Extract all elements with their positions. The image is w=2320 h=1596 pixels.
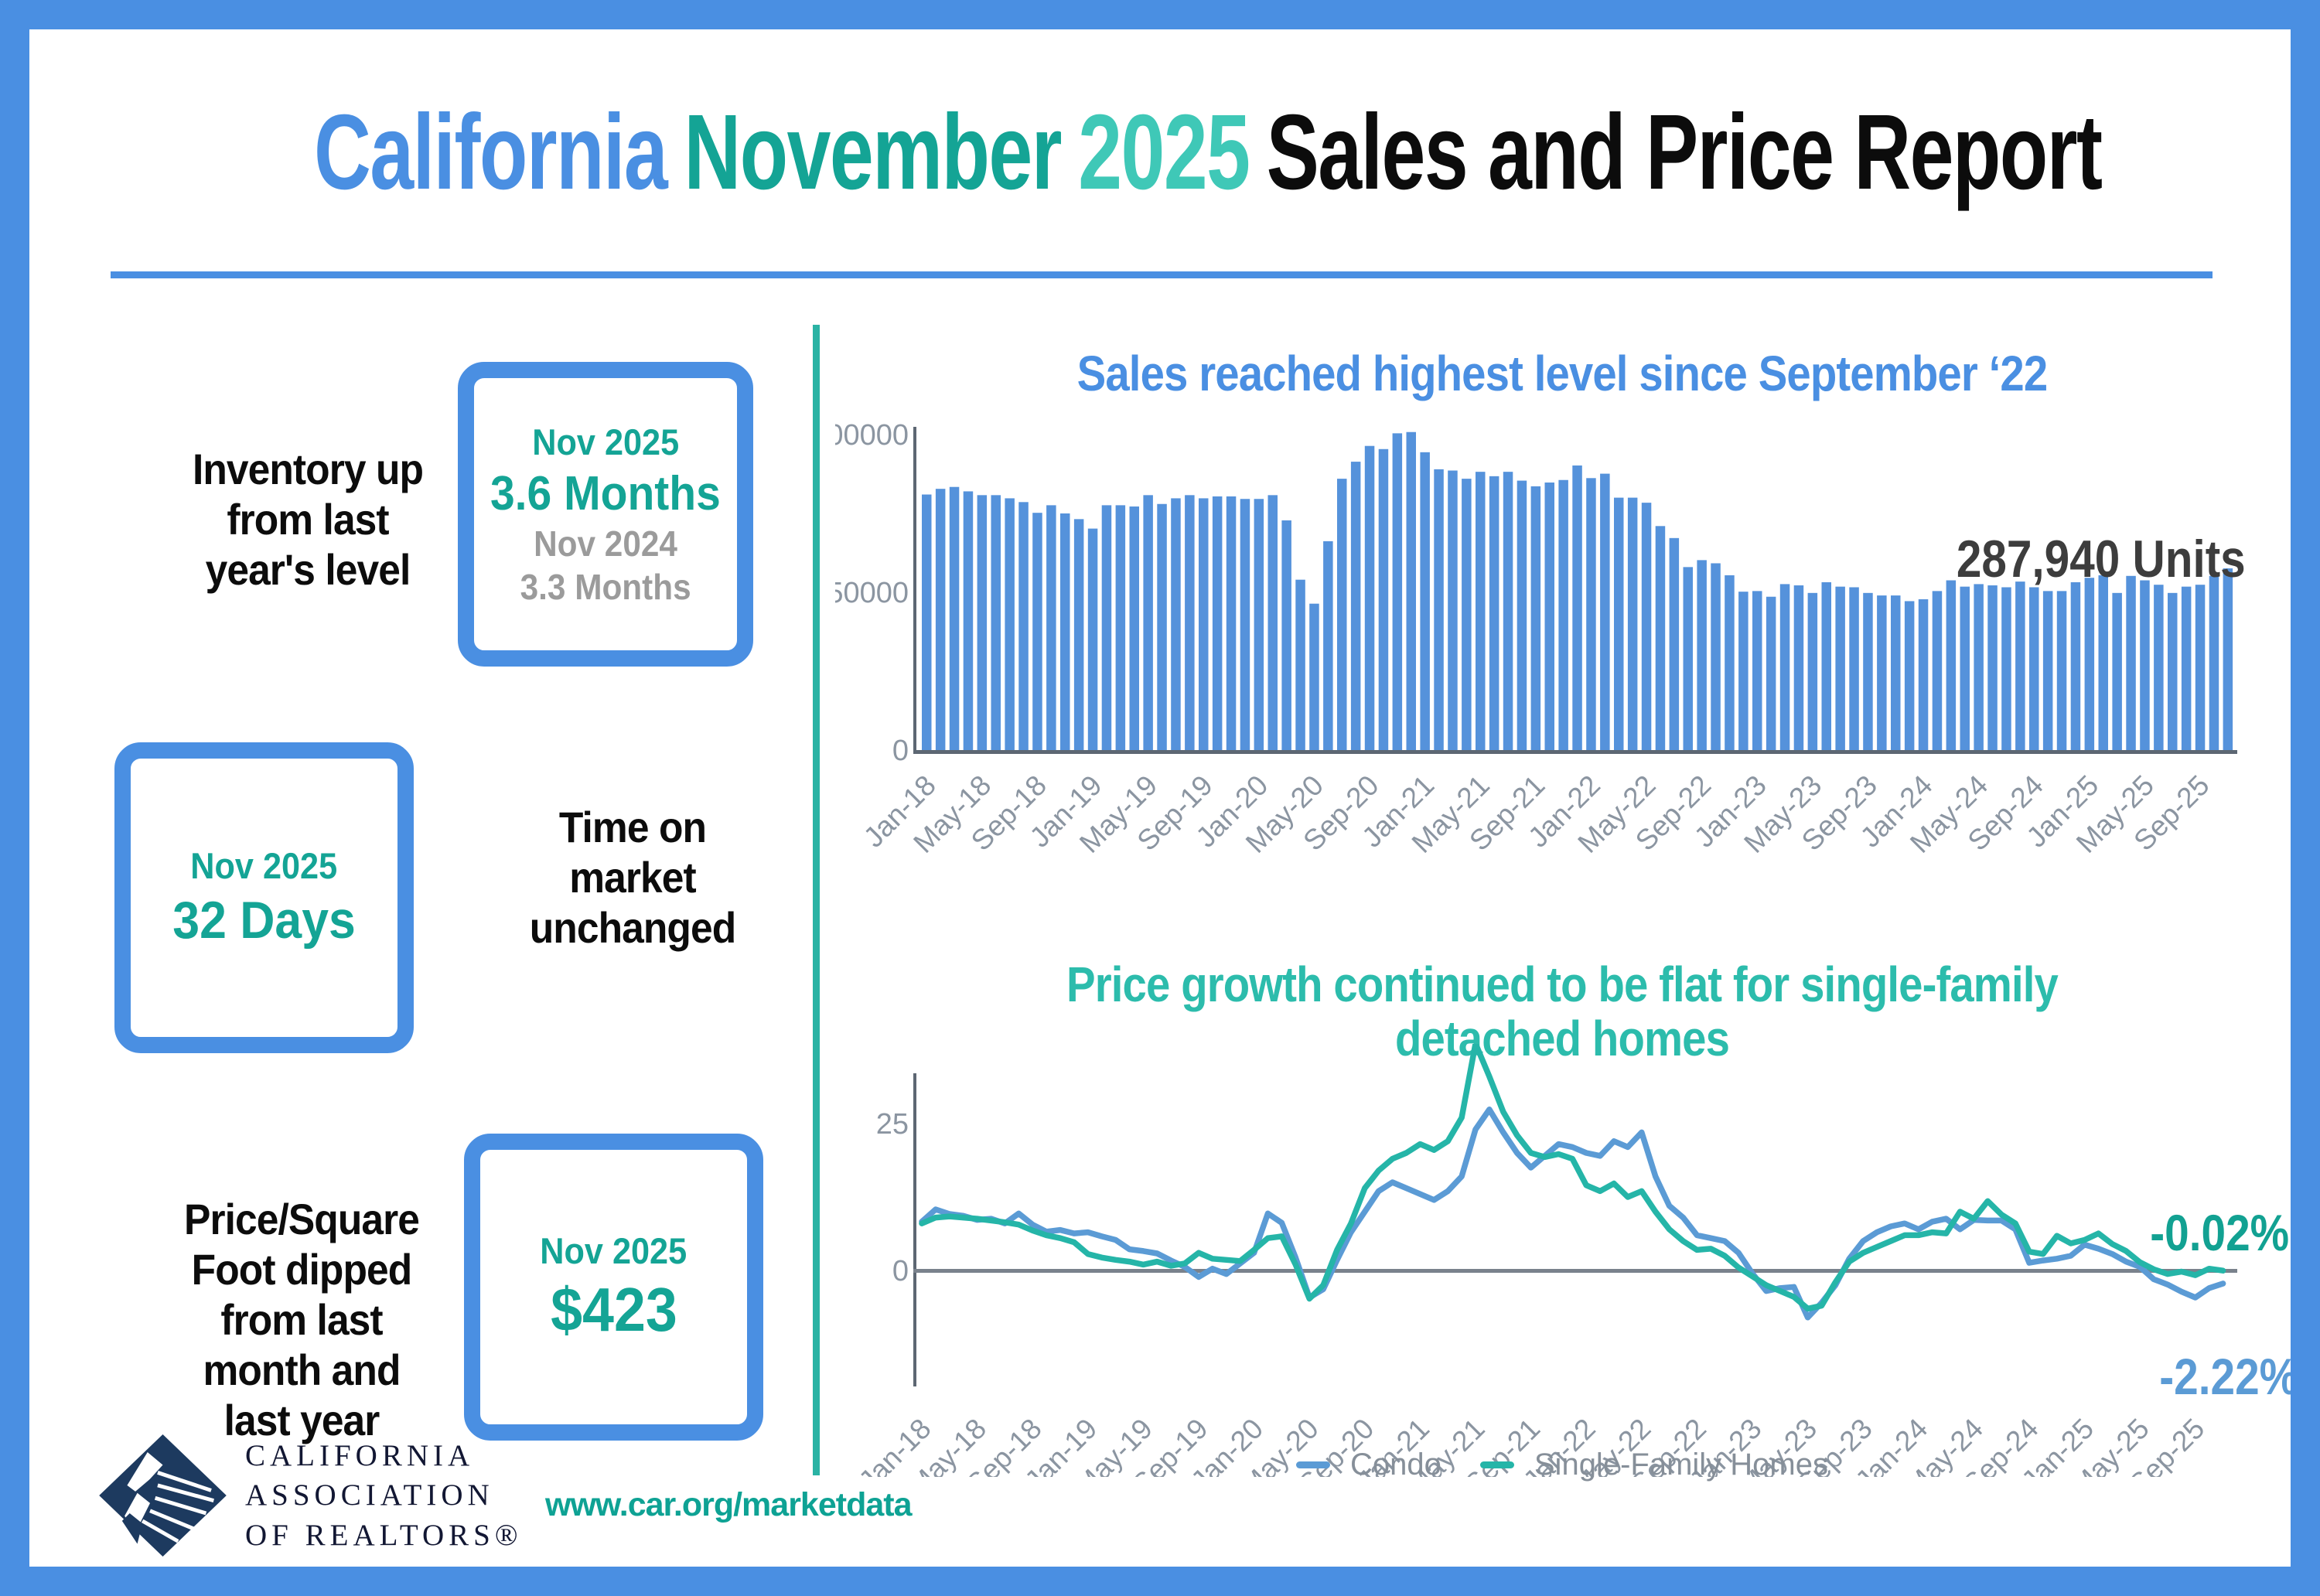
car-logo-line1: CALIFORNIA (245, 1438, 475, 1472)
svg-text:500000: 500000 (835, 419, 909, 452)
car-logo-text: CALIFORNIA ASSOCIATION OF REALTORS® (245, 1436, 522, 1555)
stat-ppsf-line1: Price/Square (184, 1195, 420, 1243)
stat-inventory-label: Inventory up from last year's level (84, 445, 532, 595)
stat-ppsf-label: Price/Square Foot dipped from last month… (77, 1195, 526, 1446)
svg-text:0: 0 (892, 1255, 909, 1287)
stat-dom-line3: unchanged (529, 902, 736, 952)
price-chart-title-line2: detached homes (1394, 1011, 1730, 1067)
title-rest: Sales and Price Report (1266, 93, 2103, 212)
sales-bar-chart: 5000002500000Jan-18May-18Sep-18Jan-19May… (835, 419, 2237, 859)
marketdata-link[interactable]: www.car.org/marketdata (545, 1486, 912, 1523)
svg-text:250000: 250000 (835, 577, 909, 609)
title-year: 2025 (1078, 93, 1250, 212)
condo-end-annotation: -2.22% (2159, 1348, 2298, 1405)
stat-dom-period: Nov 2025 (190, 844, 338, 886)
car-logo-line2: ASSOCIATION (245, 1478, 494, 1512)
title-month: November (684, 93, 1062, 212)
sfh-legend-label: Single-Family Homes (1534, 1448, 1828, 1482)
price-line-chart: 250Jan-18May-18Sep-18Jan-19May-19Sep-19J… (853, 1044, 2237, 1477)
condo-legend-label: Condo (1350, 1448, 1441, 1482)
vertical-divider (813, 325, 820, 1475)
stat-inventory-line2: from last (227, 494, 389, 544)
stat-inventory-line3: year's level (205, 544, 411, 594)
price-chart-title-line1: Price growth continued to be flat for si… (1066, 957, 2059, 1012)
stat-dom-line1: Time on (558, 803, 707, 851)
title-state: California (314, 93, 668, 212)
stat-dom-line2: market (569, 852, 696, 902)
stat-ppsf-line2: Foot dipped (191, 1244, 413, 1294)
car-diamond-icon (99, 1434, 227, 1557)
sfh-legend-dash-icon (1479, 1461, 1514, 1468)
stat-inventory-prev-period: Nov 2024 (534, 523, 677, 564)
sales-chart-title-text: Sales reached highest level since Septem… (1076, 346, 2049, 401)
sales-chart-title: Sales reached highest level since Septem… (843, 346, 2281, 401)
stat-ppsf-period: Nov 2025 (540, 1230, 687, 1272)
stat-dom-box: Nov 2025 32 Days (114, 742, 414, 1053)
car-logo: CALIFORNIA ASSOCIATION OF REALTORS® (99, 1434, 522, 1557)
condo-legend-dash-icon (1296, 1461, 1330, 1468)
title-divider (111, 271, 2213, 278)
sfh-end-annotation: -0.02% (2150, 1204, 2289, 1261)
stat-ppsf-line3: from last (220, 1294, 383, 1344)
svg-text:25: 25 (876, 1108, 909, 1141)
stat-inventory-line1: Inventory up (192, 445, 424, 493)
chart-legend: Condo Single-Family Homes (835, 1448, 2289, 1482)
stat-ppsf-box: Nov 2025 $423 (464, 1134, 763, 1441)
stat-inventory-period: Nov 2025 (532, 421, 679, 463)
price-chart-title: Price growth continued to be flat for si… (843, 957, 2281, 1066)
stat-inventory-box: Nov 2025 3.6 Months Nov 2024 3.3 Months (458, 362, 753, 667)
stat-inventory-prev-value: 3.3 Months (520, 566, 691, 607)
stat-dom-label: Time on market unchanged (470, 803, 795, 953)
stat-ppsf-line4: month and (203, 1345, 401, 1394)
page-title: California November 2025 Sales and Price Re… (0, 91, 2320, 214)
svg-text:0: 0 (892, 735, 909, 767)
stat-ppsf-line5: last year (223, 1395, 380, 1444)
car-logo-line3: OF REALTORS® (245, 1518, 523, 1552)
stat-ppsf-value: $423 (550, 1274, 677, 1344)
stat-dom-value: 32 Days (172, 890, 356, 950)
stat-inventory-value: 3.6 Months (490, 466, 721, 520)
sales-annotation: 287,940 Units (1957, 530, 2246, 588)
